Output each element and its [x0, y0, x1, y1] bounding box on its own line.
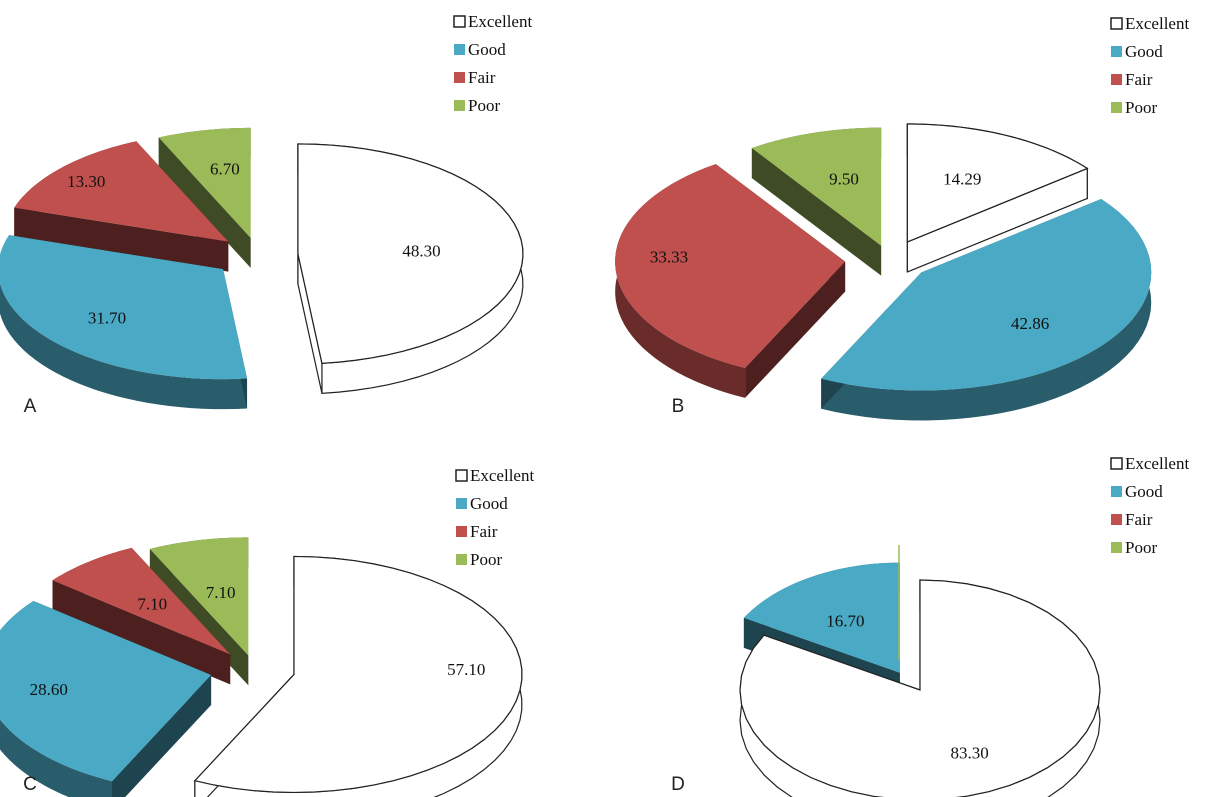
- legend-swatch-excellent: [453, 15, 466, 28]
- legend-swatch-good: [1111, 46, 1122, 57]
- legend-c: Excellent Good Fair Poor: [455, 466, 534, 569]
- data-label-excellent: 57.10: [447, 660, 485, 679]
- data-label-good: 16.70: [826, 611, 864, 630]
- legend-label-fair: Fair: [470, 522, 498, 541]
- legend-swatch-fair: [1111, 514, 1122, 525]
- legend-swatch-fair: [456, 526, 467, 537]
- data-label-fair: 7.10: [137, 594, 167, 613]
- legend-label-good: Good: [470, 494, 508, 513]
- pie-slice-excellent: [297, 143, 524, 394]
- pie-slice-fair: [52, 547, 231, 685]
- slice-side-good: [821, 198, 1152, 421]
- pie-slice-fair: [14, 141, 229, 272]
- slice-side-good: [0, 235, 248, 410]
- slice-top-fair: [14, 141, 229, 242]
- legend-swatch-poor: [1111, 542, 1122, 553]
- slice-top-excellent: [297, 143, 524, 364]
- pie-slice-poor: [158, 127, 251, 268]
- pie-slice-fair: [615, 164, 846, 398]
- legend-swatch-excellent: [1110, 17, 1123, 30]
- data-label-good: 31.70: [88, 308, 126, 327]
- legend-label-excellent: Excellent: [1125, 14, 1189, 33]
- pie-panel-a: 6.70 13.30 48.30 31.70 Excellent Good Fair Poor…: [0, 12, 532, 417]
- data-label-excellent: 83.30: [950, 743, 988, 762]
- pie-slice-excellent: [906, 123, 1089, 273]
- slice-wall-good: [111, 674, 212, 797]
- slice-top-poor: [158, 127, 251, 238]
- pie-panel-b: 9.50 14.29 33.33 42.86 Excellent Good Fair Poor…: [615, 14, 1189, 421]
- slice-top-good: [821, 198, 1152, 391]
- data-label-poor: 6.70: [210, 160, 240, 179]
- legend-label-good: Good: [1125, 42, 1163, 61]
- legend-swatch-poor: [1111, 102, 1122, 113]
- legend-b: Excellent Good Fair Poor: [1110, 14, 1189, 117]
- slice-top-good: [743, 562, 900, 673]
- slice-top-excellent: [906, 123, 1089, 243]
- legend-label-good: Good: [1125, 482, 1163, 501]
- slice-top-fair: [52, 547, 231, 655]
- data-label-good: 42.86: [1011, 314, 1049, 333]
- slice-top-excellent: [193, 555, 523, 794]
- slice-top-poor: [751, 127, 882, 246]
- legend-swatch-poor: [454, 100, 465, 111]
- pie-slice-excellent: [739, 579, 1101, 797]
- pie-panel-c: 7.10 7.10 28.60 57.10 Excellent Good Fair Poor C: [0, 466, 534, 797]
- legend-label-good: Good: [468, 40, 506, 59]
- panel-letter-d: D: [671, 774, 685, 795]
- pie-panel-d: 16.70 83.30 Excellent Good Fair Poor D: [671, 454, 1189, 797]
- pie-slice-good: [821, 198, 1152, 421]
- legend-label-poor: Poor: [470, 550, 502, 569]
- data-label-fair: 33.33: [650, 247, 688, 266]
- slice-top-poor: [149, 537, 249, 656]
- slice-top-good: [0, 235, 248, 380]
- slice-wall-fair: [745, 261, 846, 398]
- legend-label-fair: Fair: [1125, 510, 1153, 529]
- slice-top-fair: [615, 164, 846, 368]
- legend-label-excellent: Excellent: [470, 466, 534, 485]
- pie-slice-poor: [751, 127, 882, 276]
- legend-a: Excellent Good Fair Poor: [453, 12, 532, 115]
- data-label-excellent: 48.30: [402, 242, 440, 261]
- slice-top-good: [0, 600, 212, 782]
- pie-slice-good: [0, 600, 212, 797]
- legend-label-excellent: Excellent: [1125, 454, 1189, 473]
- legend-label-fair: Fair: [468, 68, 496, 87]
- legend-label-poor: Poor: [1125, 98, 1157, 117]
- panel-letter-b: B: [672, 396, 685, 417]
- data-label-poor: 7.10: [206, 583, 236, 602]
- slice-wall-poor: [158, 137, 251, 268]
- pie-slice-excellent: [193, 555, 523, 797]
- legend-label-fair: Fair: [1125, 70, 1153, 89]
- pie-slice-good: [0, 235, 248, 410]
- slice-wall-poor: [751, 148, 882, 276]
- legend-swatch-good: [1111, 486, 1122, 497]
- data-label-excellent: 14.29: [943, 170, 981, 189]
- legend-swatch-good: [456, 498, 467, 509]
- data-label-poor: 9.50: [829, 170, 859, 189]
- slice-top-excellent: [739, 579, 1101, 797]
- legend-label-poor: Poor: [1125, 538, 1157, 557]
- slice-side-good: [0, 600, 112, 797]
- legend-swatch-poor: [456, 554, 467, 565]
- legend-swatch-excellent: [455, 469, 468, 482]
- panel-letter-a: A: [24, 396, 37, 417]
- legend-label-excellent: Excellent: [468, 12, 532, 31]
- legend-swatch-excellent: [1110, 457, 1123, 470]
- data-label-fair: 13.30: [67, 172, 105, 191]
- slice-wall-fair: [52, 580, 231, 685]
- legend-swatch-good: [454, 44, 465, 55]
- legend-swatch-fair: [1111, 74, 1122, 85]
- legend-label-poor: Poor: [468, 96, 500, 115]
- legend-d: Excellent Good Fair Poor: [1110, 454, 1189, 557]
- legend-swatch-fair: [454, 72, 465, 83]
- data-label-good: 28.60: [30, 680, 68, 699]
- slice-wall-fair: [14, 207, 229, 272]
- panel-letter-c: C: [23, 774, 37, 795]
